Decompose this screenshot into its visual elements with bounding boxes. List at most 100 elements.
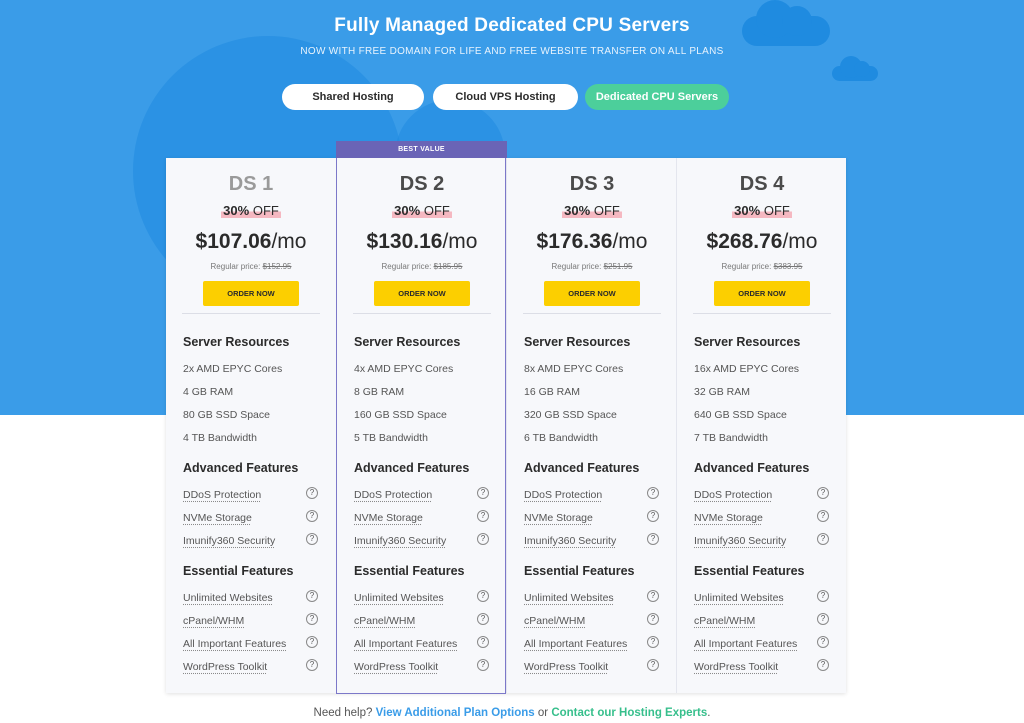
help-icon[interactable]: ? — [647, 659, 659, 671]
section-title-server-resources: Server Resources — [524, 335, 631, 349]
help-icon[interactable]: ? — [306, 613, 318, 625]
feature-item[interactable]: cPanel/WHM — [354, 615, 416, 627]
price: $268.76/mo — [677, 230, 847, 254]
order-now-button[interactable]: ORDER NOW — [544, 281, 640, 306]
order-now-button[interactable]: ORDER NOW — [714, 281, 810, 306]
help-icon[interactable]: ? — [817, 659, 829, 671]
order-now-button[interactable]: ORDER NOW — [374, 281, 470, 306]
plan-card-ds3: DS 3 30% OFF $176.36/mo Regular price: $251… — [506, 158, 676, 693]
feature-item[interactable]: cPanel/WHM — [524, 615, 586, 627]
feature-item[interactable]: Unlimited Websites — [183, 592, 273, 604]
discount-highlight: 30% OFF — [732, 203, 792, 218]
help-icon[interactable]: ? — [477, 487, 489, 499]
feature-item[interactable]: Unlimited Websites — [354, 592, 444, 604]
help-icon[interactable]: ? — [817, 636, 829, 648]
help-icon[interactable]: ? — [817, 590, 829, 602]
feature-item[interactable]: WordPress Toolkit — [694, 661, 779, 673]
regular-price: Regular price: $383.95 — [677, 262, 847, 271]
help-icon[interactable]: ? — [647, 533, 659, 545]
help-line: Need help? View Additional Plan Options … — [0, 707, 1024, 719]
regular-price: Regular price: $152.95 — [166, 262, 336, 271]
help-icon[interactable]: ? — [647, 510, 659, 522]
help-icon[interactable]: ? — [477, 533, 489, 545]
feature-item[interactable]: Imunify360 Security — [694, 535, 787, 547]
price-period: /mo — [442, 230, 478, 253]
discount-word: OFF — [423, 203, 450, 218]
help-icon[interactable]: ? — [647, 613, 659, 625]
help-icon[interactable]: ? — [306, 533, 318, 545]
help-icon[interactable]: ? — [306, 659, 318, 671]
help-icon[interactable]: ? — [306, 590, 318, 602]
price-period: /mo — [782, 230, 818, 253]
resource-item: 4 TB Bandwidth — [183, 432, 257, 444]
feature-item[interactable]: WordPress Toolkit — [524, 661, 609, 673]
cloud-icon — [742, 0, 830, 46]
help-icon[interactable]: ? — [477, 510, 489, 522]
tab-cloud-vps-hosting[interactable]: Cloud VPS Hosting — [433, 84, 578, 110]
contact-experts-link[interactable]: Contact our Hosting Experts — [551, 707, 708, 719]
feature-item[interactable]: DDoS Protection — [524, 489, 603, 501]
feature-item[interactable]: All Important Features — [183, 638, 287, 650]
help-icon[interactable]: ? — [817, 487, 829, 499]
resource-item: 640 GB SSD Space — [694, 409, 787, 421]
regular-price: Regular price: $185.95 — [337, 262, 507, 271]
help-icon[interactable]: ? — [817, 533, 829, 545]
divider — [693, 313, 831, 314]
feature-item[interactable]: cPanel/WHM — [183, 615, 245, 627]
feature-item[interactable]: NVMe Storage — [183, 512, 252, 524]
help-icon[interactable]: ? — [306, 510, 318, 522]
order-now-button[interactable]: ORDER NOW — [203, 281, 299, 306]
help-icon[interactable]: ? — [477, 636, 489, 648]
feature-item[interactable]: WordPress Toolkit — [354, 661, 439, 673]
feature-item[interactable]: Imunify360 Security — [524, 535, 617, 547]
help-icon[interactable]: ? — [647, 487, 659, 499]
discount-label: 30% OFF — [337, 203, 507, 218]
feature-item[interactable]: Imunify360 Security — [183, 535, 276, 547]
feature-item[interactable]: cPanel/WHM — [694, 615, 756, 627]
feature-item[interactable]: DDoS Protection — [694, 489, 773, 501]
discount-percent: 30% — [564, 203, 591, 218]
feature-item[interactable]: All Important Features — [354, 638, 458, 650]
regular-price-label: Regular price: — [721, 262, 772, 271]
discount-label: 30% OFF — [166, 203, 336, 218]
discount-word: OFF — [593, 203, 620, 218]
discount-label: 30% OFF — [677, 203, 847, 218]
help-icon[interactable]: ? — [477, 659, 489, 671]
resource-item: 5 TB Bandwidth — [354, 432, 428, 444]
tab-shared-hosting[interactable]: Shared Hosting — [282, 84, 424, 110]
cloud-icon — [832, 56, 878, 81]
price-amount: $107.06 — [195, 230, 272, 253]
resource-item: 320 GB SSD Space — [524, 409, 617, 421]
feature-item[interactable]: NVMe Storage — [354, 512, 423, 524]
feature-item[interactable]: Imunify360 Security — [354, 535, 447, 547]
section-title-server-resources: Server Resources — [183, 335, 290, 349]
price: $107.06/mo — [166, 230, 336, 254]
help-icon[interactable]: ? — [477, 590, 489, 602]
discount-label: 30% OFF — [507, 203, 677, 218]
feature-item[interactable]: All Important Features — [694, 638, 798, 650]
help-icon[interactable]: ? — [477, 613, 489, 625]
help-icon[interactable]: ? — [817, 613, 829, 625]
help-icon[interactable]: ? — [647, 590, 659, 602]
help-icon[interactable]: ? — [817, 510, 829, 522]
feature-item[interactable]: DDoS Protection — [354, 489, 433, 501]
help-icon[interactable]: ? — [306, 636, 318, 648]
feature-item[interactable]: All Important Features — [524, 638, 628, 650]
regular-price-value: $251.95 — [603, 262, 633, 271]
resource-item: 16x AMD EPYC Cores — [694, 363, 800, 375]
help-icon[interactable]: ? — [647, 636, 659, 648]
feature-item[interactable]: WordPress Toolkit — [183, 661, 268, 673]
resource-item: 8 GB RAM — [354, 386, 405, 398]
discount-highlight: 30% OFF — [392, 203, 452, 218]
feature-item[interactable]: NVMe Storage — [694, 512, 763, 524]
feature-item[interactable]: Unlimited Websites — [524, 592, 614, 604]
view-additional-plans-link[interactable]: View Additional Plan Options — [375, 707, 535, 719]
feature-item[interactable]: NVMe Storage — [524, 512, 593, 524]
feature-item[interactable]: DDoS Protection — [183, 489, 262, 501]
discount-word: OFF — [252, 203, 279, 218]
tab-dedicated-cpu-servers[interactable]: Dedicated CPU Servers — [585, 84, 729, 110]
resource-item: 160 GB SSD Space — [354, 409, 447, 421]
help-icon[interactable]: ? — [306, 487, 318, 499]
pricing-table: DS 1 30% OFF $107.06/mo Regular price: $152… — [166, 141, 847, 694]
feature-item[interactable]: Unlimited Websites — [694, 592, 784, 604]
